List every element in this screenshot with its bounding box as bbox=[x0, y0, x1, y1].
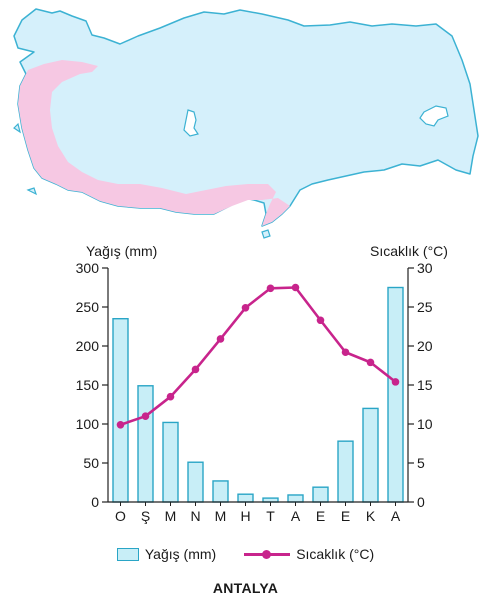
chart-caption: ANTALYA bbox=[212, 580, 279, 596]
temperature-point bbox=[241, 303, 250, 312]
x-tick-label: Ş bbox=[141, 508, 150, 524]
x-tick-label: E bbox=[316, 508, 325, 524]
precip-bar bbox=[337, 440, 354, 503]
y-left-tick-label: 200 bbox=[76, 338, 100, 354]
x-tick-label: E bbox=[341, 508, 350, 524]
y-right-tick-label: 0 bbox=[417, 494, 425, 510]
temperature-point bbox=[191, 365, 200, 374]
lake-van bbox=[419, 105, 449, 127]
y-right-tick-label: 25 bbox=[417, 299, 433, 315]
temperature-line bbox=[120, 286, 397, 427]
precip-bar bbox=[287, 494, 304, 503]
temperature-point bbox=[391, 378, 400, 386]
y-left-tick-label: 150 bbox=[76, 377, 100, 393]
temperature-point bbox=[341, 348, 350, 357]
temperature-point bbox=[166, 392, 175, 401]
x-tick-label: N bbox=[190, 508, 200, 524]
precip-bar bbox=[387, 286, 404, 503]
y-left-tick-label: 0 bbox=[91, 494, 99, 510]
temperature-point bbox=[141, 412, 150, 421]
x-tick-label: A bbox=[291, 508, 301, 524]
x-tick-label: M bbox=[165, 508, 177, 524]
y-left-tick-label: 300 bbox=[76, 260, 100, 276]
coastline-islands bbox=[13, 122, 271, 239]
precip-bar bbox=[312, 486, 329, 503]
y-right-tick-label: 15 bbox=[417, 377, 433, 393]
y-right-tick-label: 5 bbox=[417, 455, 425, 471]
precip-bar bbox=[112, 318, 129, 503]
turkey-map bbox=[13, 8, 479, 239]
y-right-tick-label: 30 bbox=[417, 260, 433, 276]
right-axis-title: Sıcaklık (°C) bbox=[370, 243, 448, 259]
legend: Yağış (mm) Sıcaklık (°C) bbox=[0, 546, 491, 562]
x-tick-label: O bbox=[115, 508, 126, 524]
x-tick-label: M bbox=[215, 508, 227, 524]
temperature-point bbox=[266, 284, 275, 293]
temperature-point bbox=[116, 420, 125, 429]
temperature-point bbox=[216, 335, 225, 343]
legend-label-temp: Sıcaklık (°C) bbox=[296, 546, 375, 562]
x-tick-label: A bbox=[391, 508, 401, 524]
temperature-point bbox=[366, 358, 375, 367]
y-left-tick-label: 50 bbox=[83, 455, 99, 471]
precip-bar bbox=[237, 493, 254, 503]
x-tick-label: K bbox=[366, 508, 376, 524]
legend-bar-swatch bbox=[116, 547, 139, 561]
lake-tuz bbox=[183, 109, 199, 137]
x-tick-label: H bbox=[240, 508, 250, 524]
y-right-tick-label: 10 bbox=[417, 416, 433, 432]
legend-label-precip: Yağış (mm) bbox=[144, 546, 217, 562]
precip-bar bbox=[362, 407, 379, 503]
legend-item-temp: Sıcaklık (°C) bbox=[244, 546, 374, 562]
precip-bar bbox=[162, 421, 179, 503]
legend-item-precip: Yağış (mm) bbox=[116, 546, 217, 562]
x-tick-label: T bbox=[266, 508, 275, 524]
y-left-tick-label: 250 bbox=[76, 299, 100, 315]
temperature-point bbox=[316, 316, 325, 325]
mediterranean-region bbox=[18, 60, 290, 226]
legend-line-swatch bbox=[244, 547, 291, 561]
y-right-tick-label: 20 bbox=[417, 338, 433, 354]
left-axis-title: Yağış (mm) bbox=[86, 243, 158, 259]
precip-bar bbox=[212, 480, 229, 503]
temperature-point bbox=[291, 283, 300, 292]
y-left-tick-label: 100 bbox=[76, 416, 100, 432]
precip-bar bbox=[137, 385, 154, 503]
precip-bar bbox=[187, 461, 204, 503]
